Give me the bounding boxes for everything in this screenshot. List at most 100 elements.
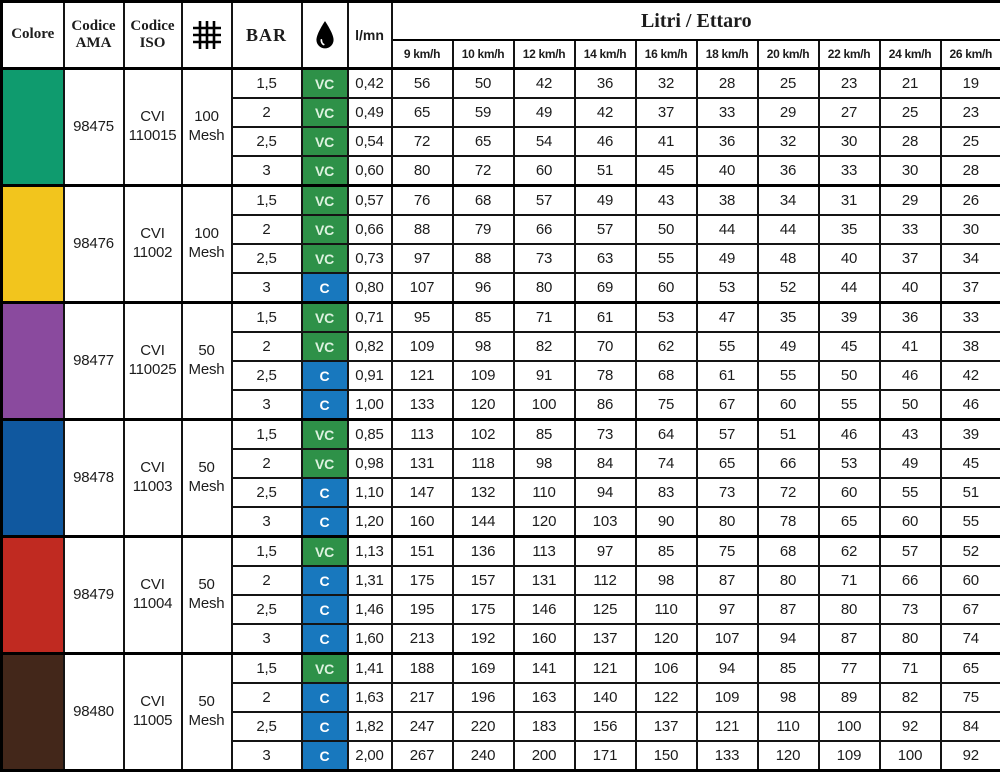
litri-ettaro-cell: 66 xyxy=(514,215,575,244)
litri-ettaro-cell: 120 xyxy=(514,507,575,537)
litri-ettaro-cell: 40 xyxy=(819,244,880,273)
droplet-class-badge: C xyxy=(302,361,348,390)
litri-ettaro-cell: 110 xyxy=(514,478,575,507)
droplet-class-badge: C xyxy=(302,478,348,507)
codice-iso-cell: CVI 110025 xyxy=(124,303,182,420)
bar-cell: 3 xyxy=(232,156,302,186)
speed-header: 22 km/h xyxy=(819,40,880,69)
flow-rate-cell: 1,41 xyxy=(348,654,392,684)
litri-ettaro-cell: 46 xyxy=(941,390,1000,420)
litri-ettaro-cell: 83 xyxy=(636,478,697,507)
litri-ettaro-cell: 43 xyxy=(880,420,941,450)
codice-ama-header: Codice AMA xyxy=(64,2,124,69)
litri-ettaro-cell: 51 xyxy=(941,478,1000,507)
litri-ettaro-cell: 247 xyxy=(392,712,453,741)
litri-ettaro-cell: 30 xyxy=(819,127,880,156)
flow-rate-cell: 1,60 xyxy=(348,624,392,654)
litri-ettaro-cell: 44 xyxy=(697,215,758,244)
codice-ama-cell: 98478 xyxy=(64,420,124,537)
litri-ettaro-cell: 100 xyxy=(819,712,880,741)
litri-ettaro-cell: 90 xyxy=(636,507,697,537)
litri-ettaro-cell: 98 xyxy=(636,566,697,595)
litri-ettaro-cell: 26 xyxy=(941,186,1000,216)
flow-rate-cell: 0,80 xyxy=(348,273,392,303)
litri-ettaro-cell: 73 xyxy=(880,595,941,624)
droplet-class-badge: C xyxy=(302,741,348,771)
litri-ettaro-cell: 72 xyxy=(453,156,514,186)
droplet-class-badge: VC xyxy=(302,420,348,450)
bar-cell: 2 xyxy=(232,683,302,712)
bar-cell: 2 xyxy=(232,215,302,244)
litri-ettaro-cell: 195 xyxy=(392,595,453,624)
litri-ettaro-cell: 78 xyxy=(758,507,819,537)
mesh-cell: 50 Mesh xyxy=(182,654,232,771)
litri-ettaro-cell: 109 xyxy=(392,332,453,361)
litri-ettaro-cell: 137 xyxy=(636,712,697,741)
mesh-cell: 100 Mesh xyxy=(182,69,232,186)
litri-ettaro-cell: 57 xyxy=(575,215,636,244)
bar-cell: 3 xyxy=(232,273,302,303)
bar-cell: 3 xyxy=(232,624,302,654)
droplet-class-badge: VC xyxy=(302,332,348,361)
droplet-class-badge: VC xyxy=(302,244,348,273)
litri-ettaro-cell: 62 xyxy=(636,332,697,361)
litri-ettaro-cell: 71 xyxy=(819,566,880,595)
litri-ettaro-cell: 52 xyxy=(758,273,819,303)
droplet-class-badge: C xyxy=(302,273,348,303)
litri-ettaro-cell: 60 xyxy=(819,478,880,507)
bar-cell: 2,5 xyxy=(232,595,302,624)
flow-rate-cell: 0,60 xyxy=(348,156,392,186)
litri-ettaro-cell: 213 xyxy=(392,624,453,654)
litri-ettaro-cell: 267 xyxy=(392,741,453,771)
litri-ettaro-cell: 70 xyxy=(575,332,636,361)
litri-ettaro-cell: 71 xyxy=(880,654,941,684)
litri-ettaro-cell: 97 xyxy=(392,244,453,273)
litri-ettaro-header: Litri / Ettaro xyxy=(392,2,1000,41)
litri-ettaro-cell: 40 xyxy=(697,156,758,186)
bar-cell: 1,5 xyxy=(232,69,302,99)
litri-ettaro-cell: 217 xyxy=(392,683,453,712)
litri-ettaro-cell: 33 xyxy=(941,303,1000,333)
litri-ettaro-cell: 73 xyxy=(575,420,636,450)
litri-ettaro-cell: 55 xyxy=(636,244,697,273)
codice-iso-cell: CVI 110015 xyxy=(124,69,182,186)
litri-ettaro-cell: 49 xyxy=(575,186,636,216)
litri-ettaro-cell: 46 xyxy=(880,361,941,390)
litri-ettaro-cell: 136 xyxy=(453,537,514,567)
litri-ettaro-cell: 98 xyxy=(758,683,819,712)
litri-ettaro-cell: 41 xyxy=(880,332,941,361)
litri-ettaro-cell: 88 xyxy=(453,244,514,273)
litri-ettaro-cell: 31 xyxy=(819,186,880,216)
litri-ettaro-cell: 121 xyxy=(697,712,758,741)
litri-ettaro-cell: 25 xyxy=(941,127,1000,156)
bar-header: BAR xyxy=(232,2,302,69)
litri-ettaro-cell: 107 xyxy=(697,624,758,654)
flow-rate-cell: 1,10 xyxy=(348,478,392,507)
litri-ettaro-cell: 37 xyxy=(880,244,941,273)
litri-ettaro-cell: 80 xyxy=(880,624,941,654)
litri-ettaro-cell: 50 xyxy=(880,390,941,420)
table-header: Colore Codice AMA Codice ISO BAR l/mn xyxy=(2,2,1000,69)
litri-ettaro-cell: 75 xyxy=(697,537,758,567)
droplet-class-badge: C xyxy=(302,624,348,654)
litri-ettaro-cell: 42 xyxy=(941,361,1000,390)
litri-ettaro-cell: 175 xyxy=(392,566,453,595)
litri-ettaro-cell: 133 xyxy=(697,741,758,771)
litri-ettaro-cell: 65 xyxy=(697,449,758,478)
litri-ettaro-cell: 121 xyxy=(392,361,453,390)
litri-ettaro-cell: 113 xyxy=(514,537,575,567)
droplet-class-badge: VC xyxy=(302,537,348,567)
litri-ettaro-cell: 103 xyxy=(575,507,636,537)
bar-cell: 1,5 xyxy=(232,420,302,450)
litri-ettaro-cell: 59 xyxy=(453,98,514,127)
litri-ettaro-cell: 79 xyxy=(453,215,514,244)
droplet-class-badge: C xyxy=(302,566,348,595)
codice-ama-cell: 98477 xyxy=(64,303,124,420)
flow-rate-cell: 0,98 xyxy=(348,449,392,478)
litri-ettaro-cell: 80 xyxy=(697,507,758,537)
litri-ettaro-cell: 121 xyxy=(575,654,636,684)
litri-ettaro-cell: 39 xyxy=(941,420,1000,450)
litri-ettaro-cell: 60 xyxy=(758,390,819,420)
bar-cell: 2 xyxy=(232,449,302,478)
